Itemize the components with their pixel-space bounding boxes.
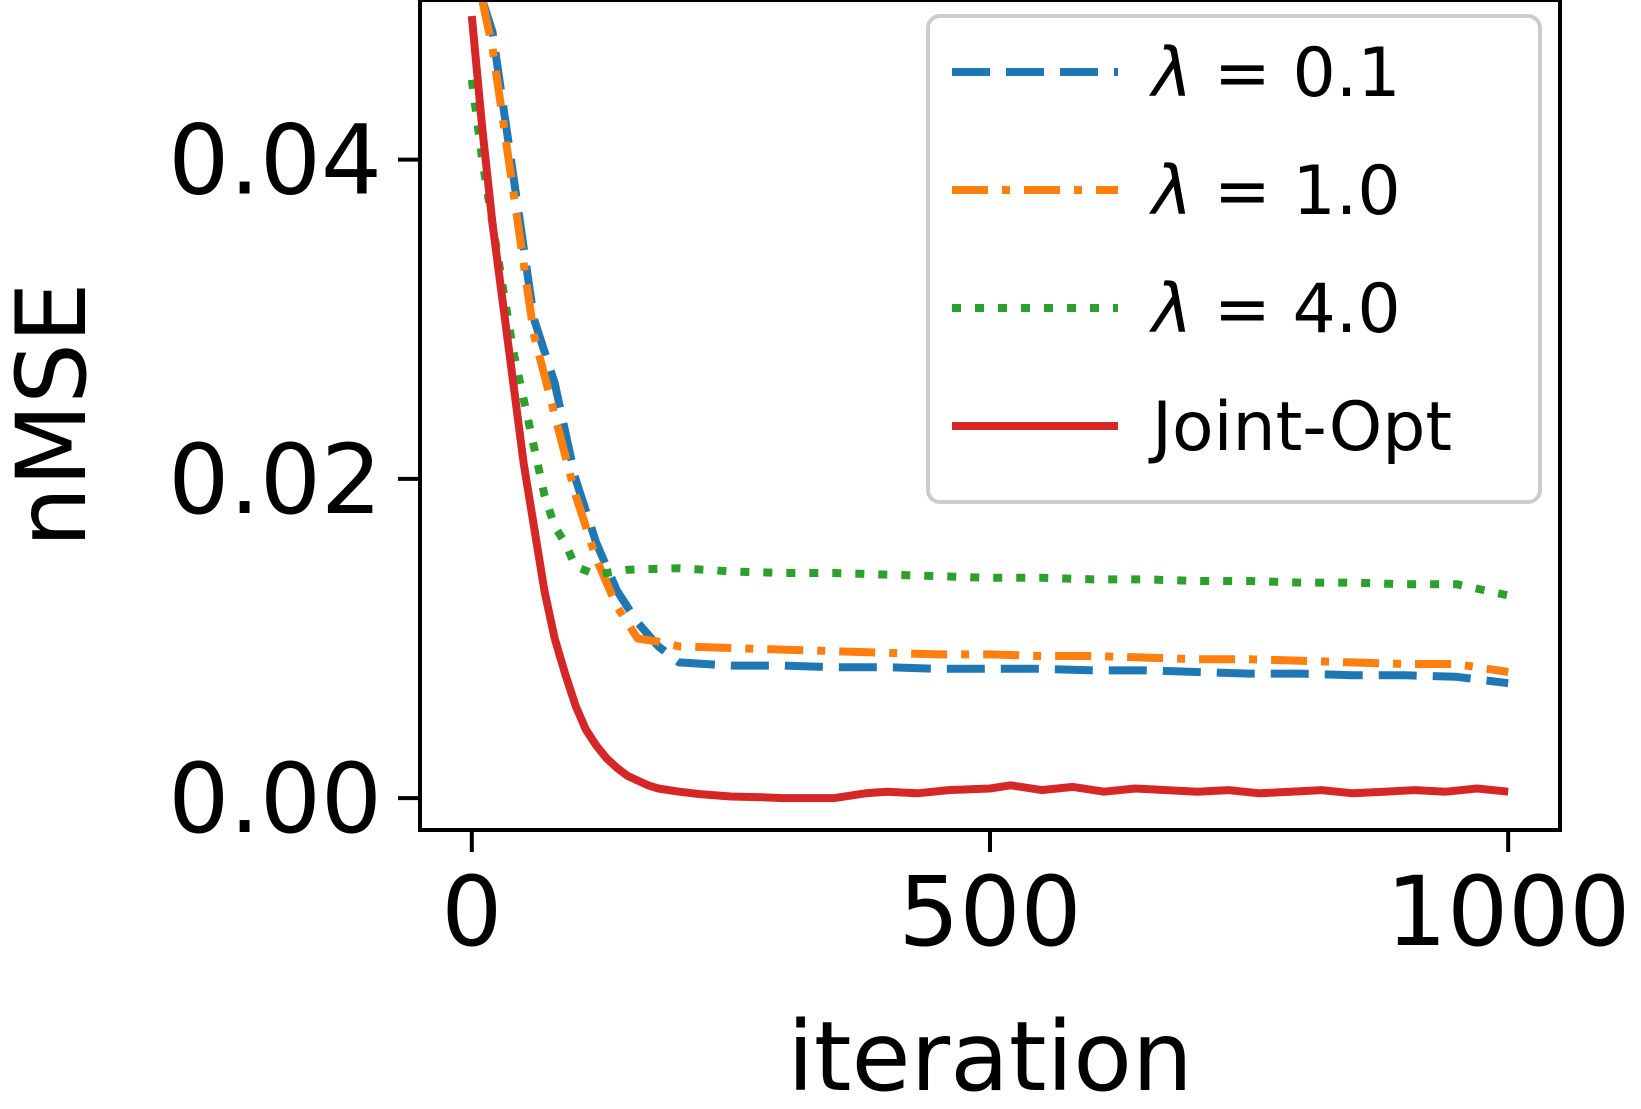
legend-items: λ = 0.1 λ = 1.0 λ = 4.0 Joint-Opt [952,34,1452,467]
legend: λ = 0.1 λ = 1.0 λ = 4.0 Joint-Opt [926,14,1542,504]
series-line-1 [478,0,1509,688]
legend-label-2: λ = 1.0 [1149,152,1401,231]
y-tick-label: 0.00 [168,743,382,855]
legend-label-1: λ = 0.1 [1149,34,1401,113]
y-tick-label: 0.02 [168,424,382,536]
y-axis-ticks: 0.00 0.02 0.04 [168,105,420,855]
y-tick-label: 0.04 [168,105,382,217]
series-line-4 [467,15,1509,803]
x-tick-label: 0 [441,856,502,968]
legend-label-3: λ = 4.0 [1149,270,1401,349]
y-axis-label: nMSE [0,282,108,547]
x-axis-ticks: 0 500 1000 [441,830,1630,968]
x-tick-label: 500 [898,856,1081,968]
x-axis-label: iteration [787,1001,1193,1109]
legend-label-4: Joint-Opt [1148,388,1452,467]
legend-box [926,14,1542,504]
series-layer [467,0,1510,803]
series-line-2 [478,0,1509,676]
x-tick-label: 1000 [1386,856,1630,968]
